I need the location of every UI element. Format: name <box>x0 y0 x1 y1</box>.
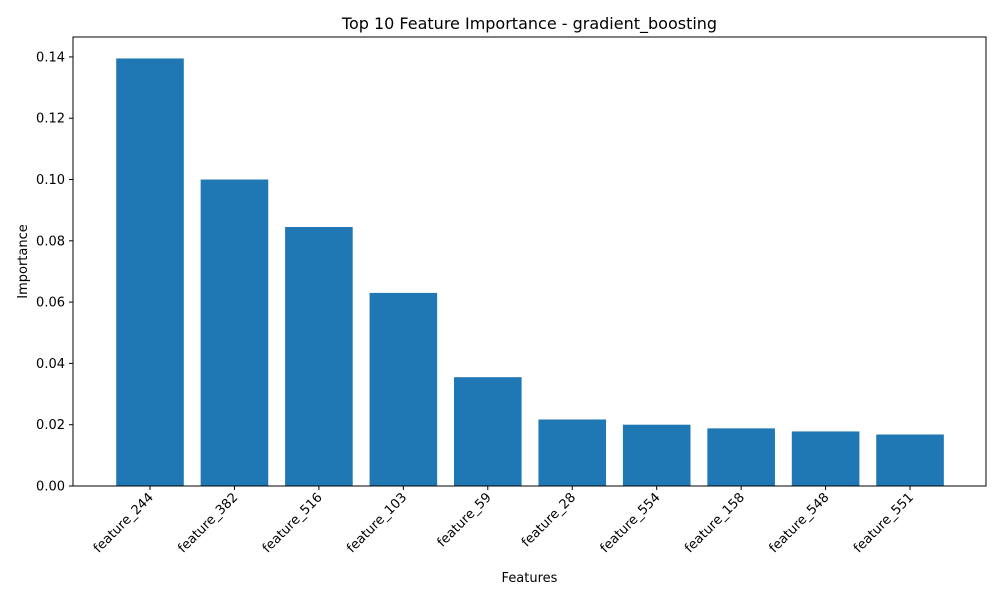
bar-feature_103 <box>369 292 438 486</box>
chart-title: Top 10 Feature Importance - gradient_boo… <box>341 14 717 34</box>
bar-feature_516 <box>285 227 353 486</box>
y-axis-label: Importance <box>16 224 31 299</box>
y-tick-label: 0.14 <box>36 50 65 65</box>
bar-feature_382 <box>200 179 269 486</box>
x-axis-label: Features <box>502 571 558 586</box>
y-tick-label: 0.02 <box>36 418 65 433</box>
bar-feature_59 <box>454 377 522 486</box>
bar-feature_551 <box>876 434 944 486</box>
y-tick-label: 0.06 <box>36 296 65 311</box>
bar-feature_554 <box>622 424 691 486</box>
plot-frame <box>72 36 987 487</box>
bar-feature_158 <box>707 428 775 486</box>
y-tick-label: 0.12 <box>36 112 65 127</box>
y-axis: 0.00 0.02 0.04 0.06 0.08 0.10 0.12 0.14 <box>36 50 73 495</box>
bar-feature_548 <box>791 431 860 486</box>
bar-feature_244 <box>116 58 184 486</box>
y-tick-label: 0.08 <box>36 234 65 249</box>
y-tick-label: 0.10 <box>36 173 65 188</box>
y-tick-label: 0.04 <box>36 357 65 372</box>
bars-group <box>116 58 944 486</box>
bar-feature_28 <box>538 419 607 486</box>
y-tick-label: 0.00 <box>36 480 65 495</box>
